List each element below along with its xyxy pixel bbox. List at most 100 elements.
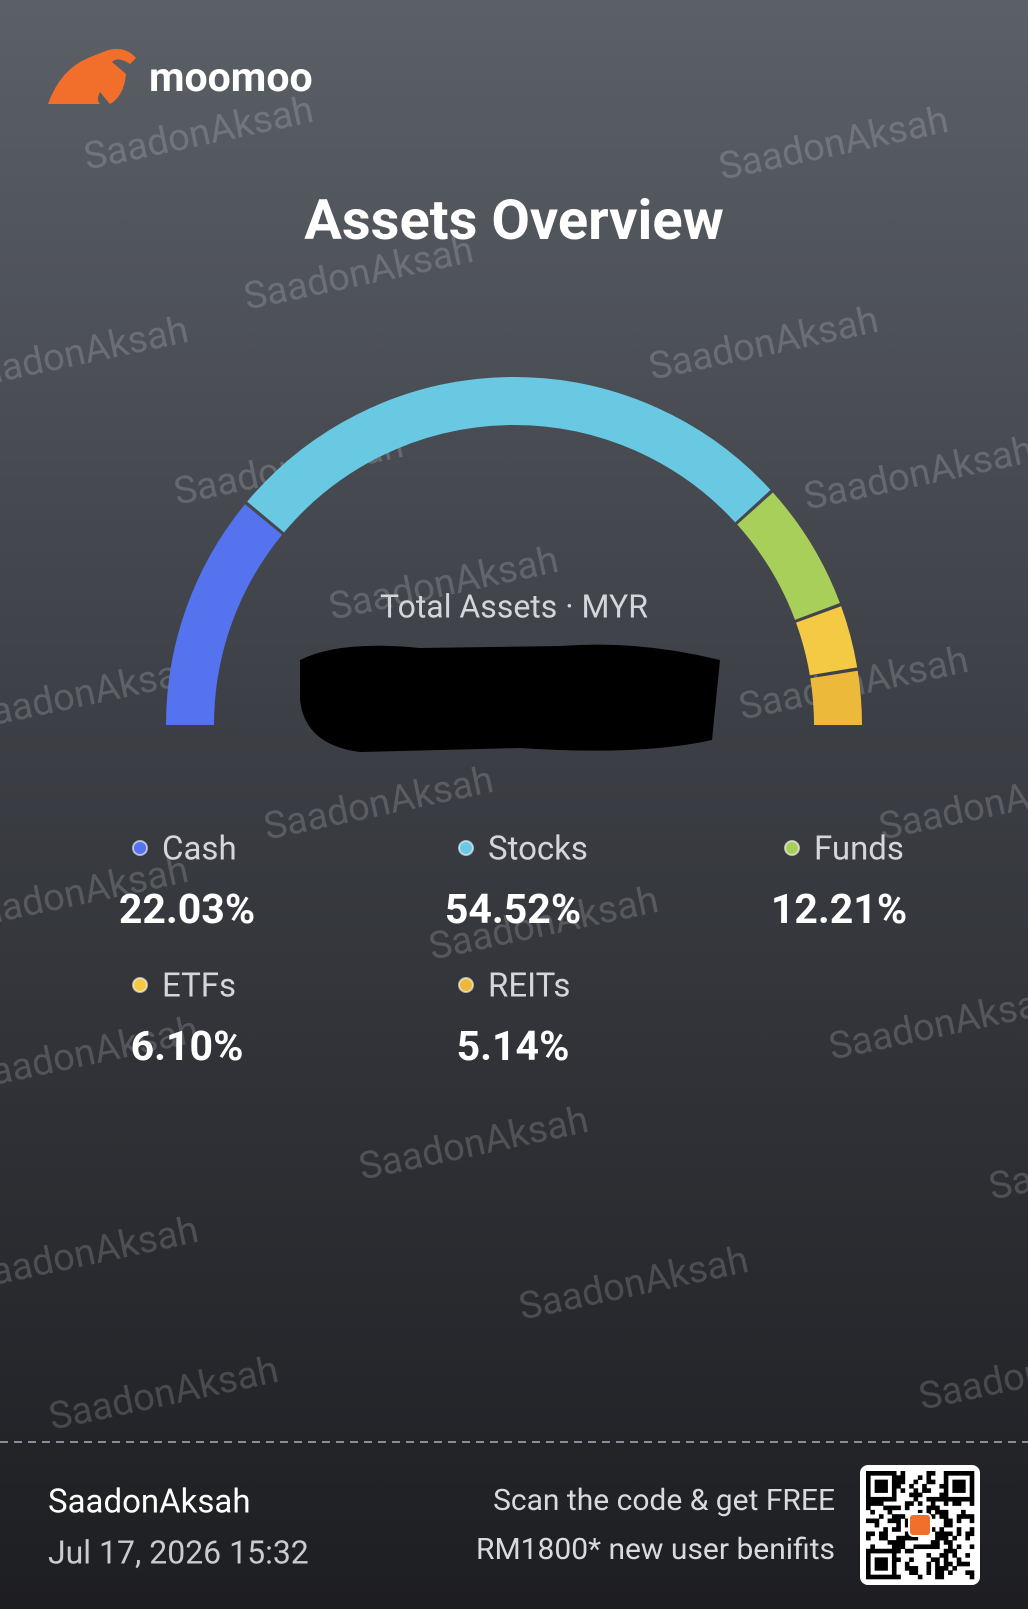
- qr-module: [943, 1518, 949, 1524]
- qr-module: [866, 1553, 871, 1558]
- qr-module: [883, 1561, 888, 1567]
- qr-module: [952, 1496, 958, 1502]
- qr-module: [874, 1574, 880, 1580]
- qr-module: [866, 1518, 871, 1524]
- qr-module: [935, 1496, 940, 1502]
- qr-module: [870, 1574, 875, 1580]
- promo-line: Scan the code & get FREE: [493, 1483, 835, 1518]
- qr-module: [943, 1557, 949, 1563]
- legend-label: Funds: [814, 830, 904, 869]
- qr-module: [948, 1522, 953, 1528]
- qr-module: [965, 1471, 970, 1476]
- qr-module: [913, 1488, 919, 1493]
- qr-module: [883, 1505, 888, 1511]
- qr-module: [883, 1566, 888, 1571]
- qr-module: [956, 1557, 962, 1563]
- qr-module: [891, 1527, 897, 1532]
- qr-module: [935, 1574, 940, 1580]
- redacted-amount: [300, 644, 720, 752]
- qr-module: [956, 1471, 962, 1476]
- qr-module: [896, 1557, 901, 1563]
- legend-dot: [784, 840, 800, 856]
- qr-module: [930, 1557, 936, 1563]
- qr-module: [904, 1548, 910, 1554]
- qr-module: [939, 1509, 945, 1515]
- legend-label: REITs: [488, 967, 570, 1006]
- qr-module: [891, 1514, 897, 1519]
- qr-module: [943, 1548, 949, 1554]
- qr-module: [866, 1570, 871, 1575]
- logo: moomoo: [48, 49, 313, 104]
- qr-module: [935, 1544, 940, 1550]
- qr-module: [952, 1483, 958, 1489]
- qr-module: [891, 1553, 897, 1558]
- qr-module: [904, 1518, 910, 1524]
- qr-module: [948, 1518, 953, 1524]
- qr-module: [969, 1531, 975, 1537]
- qr-module: [943, 1566, 949, 1571]
- qr-module: [952, 1535, 958, 1541]
- qr-module: [926, 1479, 932, 1485]
- qr-module: [874, 1518, 880, 1524]
- qr-module: [874, 1496, 880, 1502]
- qr-module: [887, 1518, 893, 1524]
- qr-module: [935, 1535, 940, 1541]
- qr-module: [896, 1544, 901, 1550]
- qr-module: [969, 1518, 975, 1524]
- qr-module: [874, 1483, 880, 1489]
- qr-module: [926, 1496, 932, 1502]
- qr-module: [917, 1492, 923, 1498]
- qr-module: [874, 1561, 880, 1567]
- qr-module: [935, 1509, 940, 1515]
- qr-module: [969, 1488, 975, 1493]
- qr-module: [878, 1514, 884, 1519]
- qr-module: [930, 1544, 936, 1550]
- qr-module: [965, 1496, 970, 1502]
- legend-label: Stocks: [488, 830, 588, 869]
- qr-module: [904, 1522, 910, 1528]
- qr-module: [952, 1488, 958, 1493]
- qr-module: [866, 1505, 871, 1511]
- qr-module: [896, 1574, 901, 1580]
- qr-module: [870, 1496, 875, 1502]
- qr-module: [891, 1574, 897, 1580]
- qr-module: [956, 1483, 962, 1489]
- qr-module: [866, 1561, 871, 1567]
- qr-module: [969, 1514, 975, 1519]
- qr-module: [870, 1471, 875, 1476]
- qr-module: [969, 1570, 975, 1575]
- legend-label: Cash: [162, 830, 237, 869]
- legend-dot: [458, 977, 474, 993]
- qr-module: [866, 1557, 871, 1563]
- qr-module: [870, 1544, 875, 1550]
- qr-module: [874, 1566, 880, 1571]
- logo-icon: [48, 49, 136, 104]
- qr-module: [878, 1566, 884, 1571]
- qr-module: [909, 1570, 914, 1575]
- qr-module: [935, 1540, 940, 1545]
- legend: Cash 22.03% Stocks 54.52% Funds 12.21% ETFs 6.1…: [119, 830, 907, 1071]
- qr-module: [956, 1479, 962, 1485]
- qr-module: [943, 1540, 949, 1545]
- qr-module: [878, 1479, 884, 1485]
- qr-module: [891, 1475, 897, 1480]
- qr-module: [913, 1566, 919, 1571]
- qr-module: [891, 1505, 897, 1511]
- qr-module: [965, 1561, 970, 1567]
- legend-dot: [132, 977, 148, 993]
- qr-module: [930, 1527, 936, 1532]
- qr-module: [922, 1483, 927, 1489]
- qr-module: [965, 1553, 970, 1558]
- qr-module: [926, 1553, 932, 1558]
- qr-module: [866, 1483, 871, 1489]
- gauge-segment: [247, 377, 771, 533]
- qr-module: [952, 1501, 958, 1506]
- qr-module: [866, 1574, 871, 1580]
- qr-module: [939, 1492, 945, 1498]
- qr-module: [961, 1488, 966, 1493]
- qr-module: [878, 1548, 884, 1554]
- qr-module: [866, 1471, 871, 1476]
- qr-module: [930, 1496, 936, 1502]
- qr-module: [909, 1483, 914, 1489]
